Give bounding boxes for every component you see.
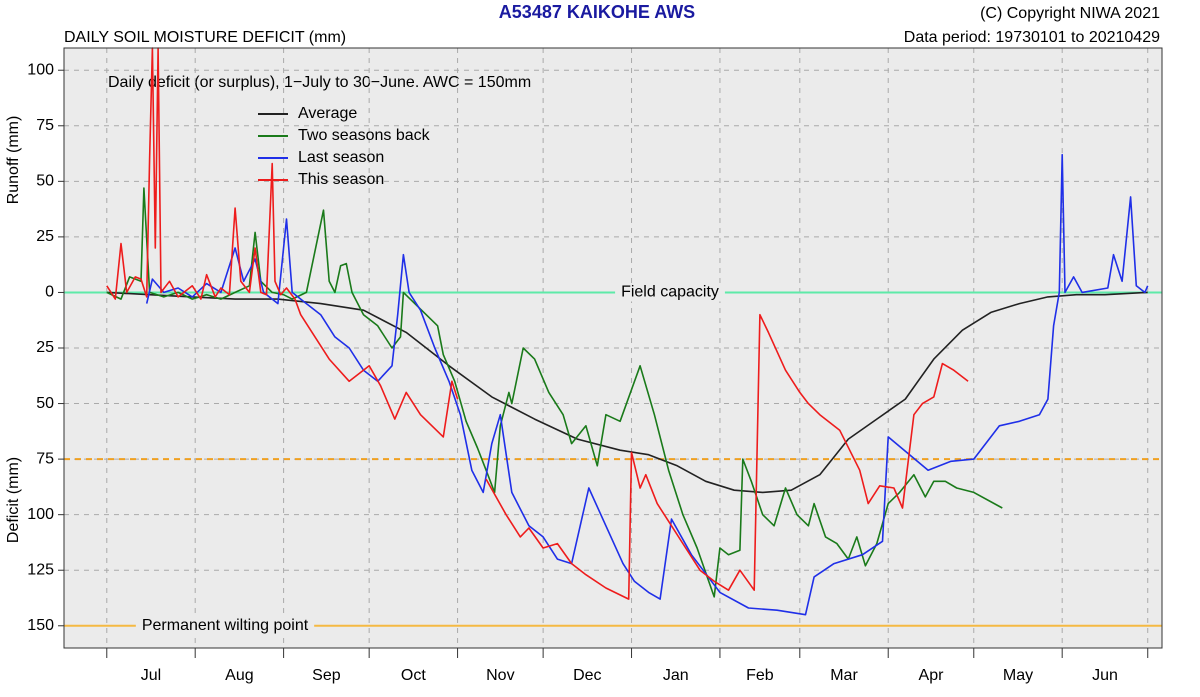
y-tick-label: 100 [27, 61, 54, 78]
legend-label: Last season [298, 149, 384, 166]
series-line [106, 291, 1148, 494]
x-tick-label: Feb [746, 667, 774, 684]
y-tick-label: 100 [27, 506, 54, 523]
copyright: (C) Copyright NIWA 2021 [980, 5, 1160, 22]
y-label-bottom: Deficit (mm) [5, 457, 22, 543]
x-tick-label: Apr [919, 667, 945, 684]
x-tick-label: Jan [663, 667, 689, 684]
x-tick-label: Oct [401, 667, 426, 684]
legend-label: Average [298, 105, 357, 122]
legend-label: Two seasons back [298, 127, 431, 144]
x-tick-label: Sep [312, 667, 341, 684]
data-period: Data period: 19730101 to 20210429 [904, 29, 1160, 46]
y-tick-label: 25 [36, 339, 54, 356]
y-tick-label: 50 [36, 173, 54, 190]
chart-subtitle: DAILY SOIL MOISTURE DEFICIT (mm) [64, 29, 346, 46]
y-tick-label: 75 [36, 117, 54, 134]
x-tick-label: Jul [141, 667, 161, 684]
reference-label: Permanent wilting point [142, 617, 309, 634]
series-line [106, 47, 969, 600]
x-tick-label: Nov [486, 667, 514, 684]
plot-layer: 100 75 50 25 0 25 50 75 100 125 150 Jul Aug Sep Oct Nov… [27, 47, 1162, 684]
reference-label: Field capacity [621, 284, 719, 301]
series-line [106, 187, 1003, 598]
y-tick-label: 0 [45, 284, 54, 301]
x-tick-label: Aug [225, 667, 253, 684]
y-tick-label: 125 [27, 561, 54, 578]
x-tick-label: Jun [1092, 667, 1118, 684]
y-tick-label: 75 [36, 450, 54, 467]
annotation: Daily deficit (or surplus), 1−July to 30… [108, 74, 531, 91]
reference-label-bg [135, 616, 315, 635]
y-tick-label: 150 [27, 617, 54, 634]
x-tick-label: May [1003, 667, 1033, 684]
legend-label: This season [298, 171, 384, 188]
plot-frame [63, 47, 1163, 649]
series-line [145, 153, 1149, 616]
y-label-top: Runoff (mm) [5, 116, 22, 205]
x-tick-label: Mar [830, 667, 858, 684]
y-tick-label: 25 [36, 228, 54, 245]
x-tick-label: Dec [573, 667, 601, 684]
reference-label-bg [615, 283, 725, 302]
y-tick-label: 50 [36, 395, 54, 412]
chart-title: A53487 KAIKOHE AWS [499, 2, 695, 22]
